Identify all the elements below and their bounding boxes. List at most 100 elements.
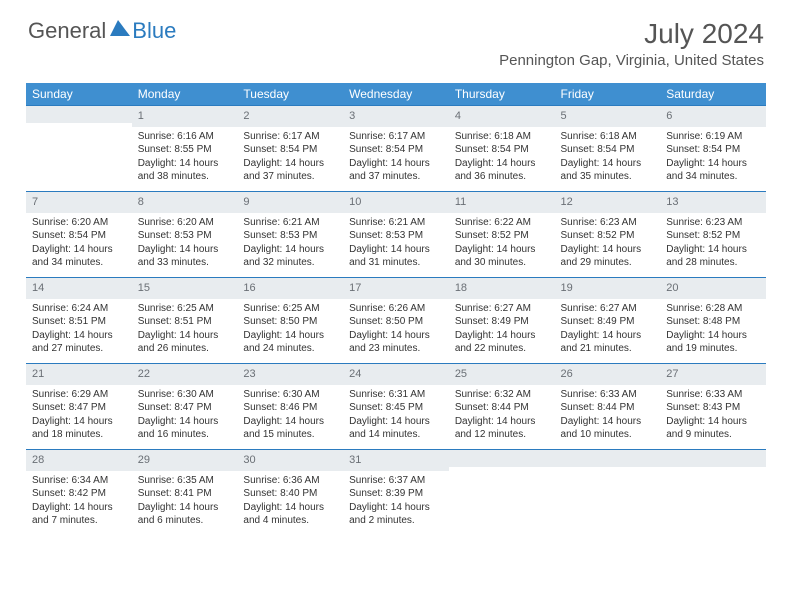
empty-day [26, 105, 132, 123]
daylight-line: Daylight: 14 hours and 4 minutes. [243, 501, 337, 528]
day-number: 20 [660, 277, 766, 299]
sunrise-line: Sunrise: 6:17 AM [349, 130, 443, 144]
day-body: Sunrise: 6:22 AMSunset: 8:52 PMDaylight:… [449, 213, 555, 276]
empty-day [660, 449, 766, 467]
sunset-line: Sunset: 8:54 PM [32, 229, 126, 243]
daylight-line: Daylight: 14 hours and 22 minutes. [455, 329, 549, 356]
sunrise-line: Sunrise: 6:27 AM [455, 302, 549, 316]
sunset-line: Sunset: 8:55 PM [138, 143, 232, 157]
calendar-cell: 25Sunrise: 6:32 AMSunset: 8:44 PMDayligh… [449, 363, 555, 449]
day-number: 18 [449, 277, 555, 299]
sunrise-line: Sunrise: 6:33 AM [666, 388, 760, 402]
sunset-line: Sunset: 8:39 PM [349, 487, 443, 501]
daylight-line: Daylight: 14 hours and 23 minutes. [349, 329, 443, 356]
day-number: 14 [26, 277, 132, 299]
sunrise-line: Sunrise: 6:16 AM [138, 130, 232, 144]
calendar-cell: 27Sunrise: 6:33 AMSunset: 8:43 PMDayligh… [660, 363, 766, 449]
daylight-line: Daylight: 14 hours and 21 minutes. [561, 329, 655, 356]
day-body: Sunrise: 6:19 AMSunset: 8:54 PMDaylight:… [660, 127, 766, 190]
sunset-line: Sunset: 8:50 PM [349, 315, 443, 329]
sunset-line: Sunset: 8:45 PM [349, 401, 443, 415]
daylight-line: Daylight: 14 hours and 26 minutes. [138, 329, 232, 356]
weekday-header: Monday [132, 83, 238, 105]
calendar-cell: 7Sunrise: 6:20 AMSunset: 8:54 PMDaylight… [26, 191, 132, 277]
daylight-line: Daylight: 14 hours and 35 minutes. [561, 157, 655, 184]
day-number: 12 [555, 191, 661, 213]
weekday-header: Sunday [26, 83, 132, 105]
daylight-line: Daylight: 14 hours and 32 minutes. [243, 243, 337, 270]
calendar-cell: 15Sunrise: 6:25 AMSunset: 8:51 PMDayligh… [132, 277, 238, 363]
sunrise-line: Sunrise: 6:26 AM [349, 302, 443, 316]
day-body: Sunrise: 6:24 AMSunset: 8:51 PMDaylight:… [26, 299, 132, 362]
day-number: 21 [26, 363, 132, 385]
day-body: Sunrise: 6:16 AMSunset: 8:55 PMDaylight:… [132, 127, 238, 190]
sunrise-line: Sunrise: 6:17 AM [243, 130, 337, 144]
sunrise-line: Sunrise: 6:24 AM [32, 302, 126, 316]
calendar-cell: 28Sunrise: 6:34 AMSunset: 8:42 PMDayligh… [26, 449, 132, 535]
sunrise-line: Sunrise: 6:36 AM [243, 474, 337, 488]
sunset-line: Sunset: 8:50 PM [243, 315, 337, 329]
calendar-cell: 12Sunrise: 6:23 AMSunset: 8:52 PMDayligh… [555, 191, 661, 277]
calendar-cell: 24Sunrise: 6:31 AMSunset: 8:45 PMDayligh… [343, 363, 449, 449]
sunset-line: Sunset: 8:54 PM [666, 143, 760, 157]
daylight-line: Daylight: 14 hours and 37 minutes. [243, 157, 337, 184]
day-body: Sunrise: 6:33 AMSunset: 8:44 PMDaylight:… [555, 385, 661, 448]
sunset-line: Sunset: 8:46 PM [243, 401, 337, 415]
daylight-line: Daylight: 14 hours and 30 minutes. [455, 243, 549, 270]
day-number: 4 [449, 105, 555, 127]
daylight-line: Daylight: 14 hours and 34 minutes. [32, 243, 126, 270]
day-number: 24 [343, 363, 449, 385]
logo: General Blue [28, 18, 176, 44]
daylight-line: Daylight: 14 hours and 24 minutes. [243, 329, 337, 356]
sunset-line: Sunset: 8:40 PM [243, 487, 337, 501]
calendar-cell: 14Sunrise: 6:24 AMSunset: 8:51 PMDayligh… [26, 277, 132, 363]
month-title: July 2024 [499, 18, 764, 50]
sunset-line: Sunset: 8:49 PM [561, 315, 655, 329]
sunrise-line: Sunrise: 6:37 AM [349, 474, 443, 488]
sunrise-line: Sunrise: 6:28 AM [666, 302, 760, 316]
day-number: 19 [555, 277, 661, 299]
day-body: Sunrise: 6:23 AMSunset: 8:52 PMDaylight:… [660, 213, 766, 276]
logo-text-blue: Blue [132, 18, 176, 44]
title-block: July 2024 Pennington Gap, Virginia, Unit… [499, 18, 764, 69]
day-number: 22 [132, 363, 238, 385]
day-body: Sunrise: 6:20 AMSunset: 8:54 PMDaylight:… [26, 213, 132, 276]
calendar-cell: 10Sunrise: 6:21 AMSunset: 8:53 PMDayligh… [343, 191, 449, 277]
day-body: Sunrise: 6:25 AMSunset: 8:51 PMDaylight:… [132, 299, 238, 362]
sunrise-line: Sunrise: 6:32 AM [455, 388, 549, 402]
daylight-line: Daylight: 14 hours and 28 minutes. [666, 243, 760, 270]
sunrise-line: Sunrise: 6:29 AM [32, 388, 126, 402]
sunrise-line: Sunrise: 6:25 AM [138, 302, 232, 316]
daylight-line: Daylight: 14 hours and 9 minutes. [666, 415, 760, 442]
daylight-line: Daylight: 14 hours and 27 minutes. [32, 329, 126, 356]
calendar-cell: 13Sunrise: 6:23 AMSunset: 8:52 PMDayligh… [660, 191, 766, 277]
day-body: Sunrise: 6:28 AMSunset: 8:48 PMDaylight:… [660, 299, 766, 362]
day-number: 2 [237, 105, 343, 127]
weekday-header: Saturday [660, 83, 766, 105]
calendar-cell: 4Sunrise: 6:18 AMSunset: 8:54 PMDaylight… [449, 105, 555, 191]
calendar-cell: 6Sunrise: 6:19 AMSunset: 8:54 PMDaylight… [660, 105, 766, 191]
day-number: 26 [555, 363, 661, 385]
sunrise-line: Sunrise: 6:21 AM [243, 216, 337, 230]
weekday-header: Tuesday [237, 83, 343, 105]
daylight-line: Daylight: 14 hours and 7 minutes. [32, 501, 126, 528]
sunset-line: Sunset: 8:51 PM [32, 315, 126, 329]
sunrise-line: Sunrise: 6:23 AM [561, 216, 655, 230]
calendar-cell: 5Sunrise: 6:18 AMSunset: 8:54 PMDaylight… [555, 105, 661, 191]
sunset-line: Sunset: 8:54 PM [455, 143, 549, 157]
sunset-line: Sunset: 8:42 PM [32, 487, 126, 501]
calendar-row: 14Sunrise: 6:24 AMSunset: 8:51 PMDayligh… [26, 277, 766, 363]
day-number: 17 [343, 277, 449, 299]
daylight-line: Daylight: 14 hours and 29 minutes. [561, 243, 655, 270]
daylight-line: Daylight: 14 hours and 34 minutes. [666, 157, 760, 184]
day-body: Sunrise: 6:23 AMSunset: 8:52 PMDaylight:… [555, 213, 661, 276]
day-body: Sunrise: 6:34 AMSunset: 8:42 PMDaylight:… [26, 471, 132, 534]
day-body: Sunrise: 6:21 AMSunset: 8:53 PMDaylight:… [237, 213, 343, 276]
day-body: Sunrise: 6:20 AMSunset: 8:53 PMDaylight:… [132, 213, 238, 276]
day-number: 30 [237, 449, 343, 471]
sunrise-line: Sunrise: 6:20 AM [138, 216, 232, 230]
day-body: Sunrise: 6:25 AMSunset: 8:50 PMDaylight:… [237, 299, 343, 362]
day-body: Sunrise: 6:30 AMSunset: 8:47 PMDaylight:… [132, 385, 238, 448]
sunrise-line: Sunrise: 6:20 AM [32, 216, 126, 230]
calendar-cell: 26Sunrise: 6:33 AMSunset: 8:44 PMDayligh… [555, 363, 661, 449]
